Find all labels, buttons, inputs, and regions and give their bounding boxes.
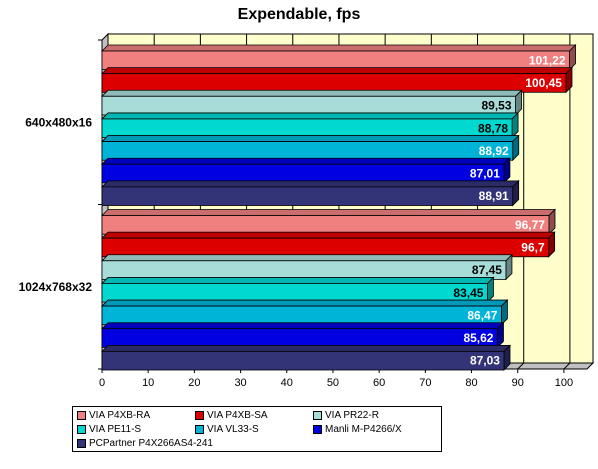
legend-item: VIA PR22-R — [313, 410, 431, 421]
x-tick-label: 10 — [142, 377, 154, 389]
bar-top-face — [101, 277, 495, 284]
legend-item: VIA PE11-S — [77, 424, 195, 435]
category-label: 640x480x16 — [25, 115, 92, 129]
legend-swatch — [77, 411, 86, 420]
x-tick-label: 100 — [555, 377, 573, 389]
bar-value-label: 89,53 — [482, 99, 512, 113]
bar-value-label: 101,22 — [529, 53, 566, 67]
legend-label: VIA P4XB-SA — [207, 410, 268, 421]
bar-top-face — [101, 254, 513, 262]
bar-value-label: 83,45 — [453, 286, 483, 300]
bar-value-label: 96,7 — [521, 240, 545, 254]
bar-top-face — [101, 180, 520, 188]
category-label: 1024x768x32 — [19, 280, 93, 294]
legend-label: VIA P4XB-RA — [89, 410, 151, 421]
bar — [101, 186, 514, 206]
legend-label: Manli M-P4266/X — [325, 424, 402, 435]
bar — [101, 260, 507, 280]
x-tick-label: 50 — [327, 377, 339, 389]
legend-swatch — [77, 425, 86, 434]
bar — [101, 141, 514, 161]
gridline-floor — [563, 362, 571, 370]
bar-value-label: 87,01 — [470, 167, 500, 181]
legend-swatch — [195, 425, 204, 434]
x-tick-label: 30 — [234, 377, 246, 389]
bar — [101, 50, 570, 71]
bar-value-label: 88,91 — [479, 189, 509, 203]
bar — [101, 350, 505, 371]
bar — [101, 305, 502, 326]
chart-title: Expendable, fps — [237, 6, 361, 23]
bar-value-label: 85,62 — [463, 331, 493, 345]
x-tick-label: 80 — [465, 377, 477, 389]
bar-value-label: 86,47 — [467, 308, 497, 322]
bar-value-label: 88,92 — [479, 144, 509, 158]
bar-top-face — [101, 112, 520, 120]
x-tick-label: 20 — [188, 377, 200, 389]
bar-top-face — [101, 135, 520, 142]
bar-value-label: 100,45 — [525, 76, 562, 90]
bar — [101, 73, 567, 93]
bar — [101, 215, 550, 235]
bar-value-label: 88,78 — [478, 121, 508, 135]
bar-top-face — [101, 209, 556, 216]
legend-label: PCPartner P4X266AS4-241 — [89, 438, 213, 449]
bar-value-label: 87,45 — [472, 263, 502, 277]
bar — [101, 163, 505, 184]
bar-value-label: 96,77 — [515, 218, 545, 232]
legend-swatch — [195, 411, 204, 420]
x-tick-label: 40 — [281, 377, 293, 389]
bar-top-face — [101, 231, 556, 239]
bar — [101, 283, 488, 303]
bar-chart: 0 10 20 30 40 50 60 70 80 90 100 640x480x16 101,22 10… — [19, 32, 595, 389]
bar-top-face — [101, 322, 505, 330]
bar — [101, 328, 498, 348]
bar-value-label: 87,03 — [470, 354, 500, 368]
bar-top-face — [101, 67, 573, 75]
legend-swatch — [313, 411, 322, 420]
bar-top-face — [101, 44, 577, 52]
x-tick-label: 70 — [419, 377, 431, 389]
bar — [101, 237, 550, 258]
bar-top-face — [101, 344, 511, 352]
legend-label: VIA PE11-S — [89, 424, 142, 435]
legend-label: VIA PR22-R — [325, 410, 379, 421]
legend-item: VIA P4XB-RA — [77, 410, 195, 421]
x-tick-label: 90 — [512, 377, 524, 389]
bar — [101, 95, 516, 116]
chart-legend: VIA P4XB-RA VIA P4XB-SA VIA PR22-R VIA PE11… — [72, 406, 442, 452]
legend-label: VIA VL33-S — [207, 424, 259, 435]
bar-top-face — [101, 157, 511, 165]
legend-item: VIA VL33-S — [195, 424, 313, 435]
legend-item: VIA P4XB-SA — [195, 410, 313, 421]
x-tick-label: 60 — [373, 377, 385, 389]
legend-swatch — [313, 425, 322, 434]
x-tick-label: 0 — [99, 377, 105, 389]
bar-top-face — [101, 89, 523, 97]
legend-item: PCPartner P4X266AS4-241 — [77, 438, 213, 449]
gridline-floor — [517, 362, 525, 370]
bar — [101, 118, 513, 138]
legend-swatch — [77, 439, 86, 448]
legend-item: Manli M-P4266/X — [313, 424, 431, 435]
bar-top-face — [101, 299, 509, 307]
